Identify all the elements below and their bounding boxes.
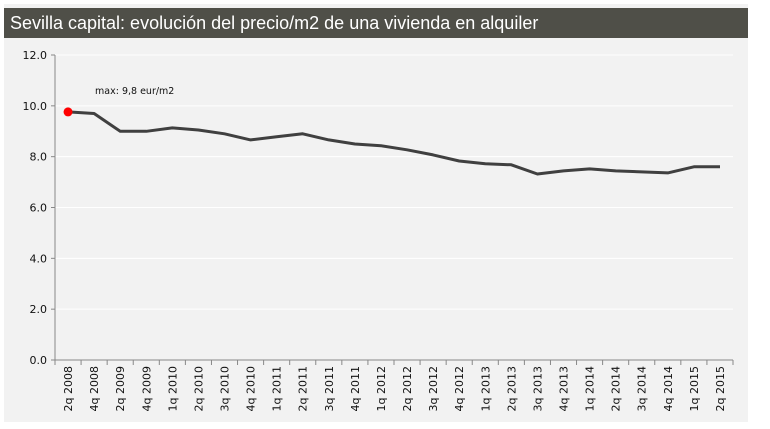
y-tick-label: 10.0 (23, 100, 48, 113)
x-tick-label: 1q 2011 (271, 366, 284, 411)
x-tick-label: 4q 2012 (453, 366, 466, 411)
x-tick-label: 1q 2010 (166, 366, 179, 411)
x-tick-label: 1q 2013 (479, 366, 492, 411)
y-tick-label: 6.0 (30, 202, 48, 215)
x-tick-label: 4q 2010 (245, 366, 258, 411)
x-tick-label: 3q 2012 (427, 366, 440, 411)
y-tick-label: 8.0 (30, 151, 48, 164)
max-point-marker (63, 107, 73, 117)
x-tick-label: 2q 2008 (62, 366, 75, 411)
x-tick-label: 4q 2013 (558, 366, 571, 411)
x-tick-label: 2q 2014 (610, 366, 623, 411)
x-tick-label: 1q 2012 (375, 366, 388, 411)
x-tick-label: 4q 2008 (88, 366, 101, 411)
y-tick-label: 2.0 (30, 303, 48, 316)
x-tick-label: 2q 2009 (114, 366, 127, 411)
chart-title: Sevilla capital: evolución del precio/m2… (4, 8, 748, 38)
x-tick-label: 2q 2010 (192, 366, 205, 411)
x-tick-label: 3q 2011 (323, 366, 336, 411)
x-tick-label: 4q 2011 (349, 366, 362, 411)
x-tick-label: 1q 2014 (584, 366, 597, 411)
chart-area (4, 4, 748, 422)
y-tick-label: 12.0 (23, 49, 48, 62)
x-tick-label: 4q 2009 (140, 366, 153, 411)
x-tick-label: 2q 2015 (714, 366, 727, 411)
series-line (67, 110, 720, 176)
x-tick-label: 1q 2015 (688, 366, 701, 411)
max-annotation: max: 9,8 eur/m2 (95, 86, 174, 97)
y-tick-label: 4.0 (30, 252, 48, 265)
x-tick-label: 3q 2010 (219, 366, 232, 411)
x-tick-label: 2q 2013 (505, 366, 518, 411)
x-tick-label: 3q 2014 (636, 366, 649, 411)
x-tick-label: 4q 2014 (662, 366, 675, 411)
x-tick-label: 2q 2011 (297, 366, 310, 411)
x-tick-label: 2q 2012 (401, 366, 414, 411)
y-tick-label: 0.0 (30, 354, 48, 367)
x-tick-label: 3q 2013 (531, 366, 544, 411)
